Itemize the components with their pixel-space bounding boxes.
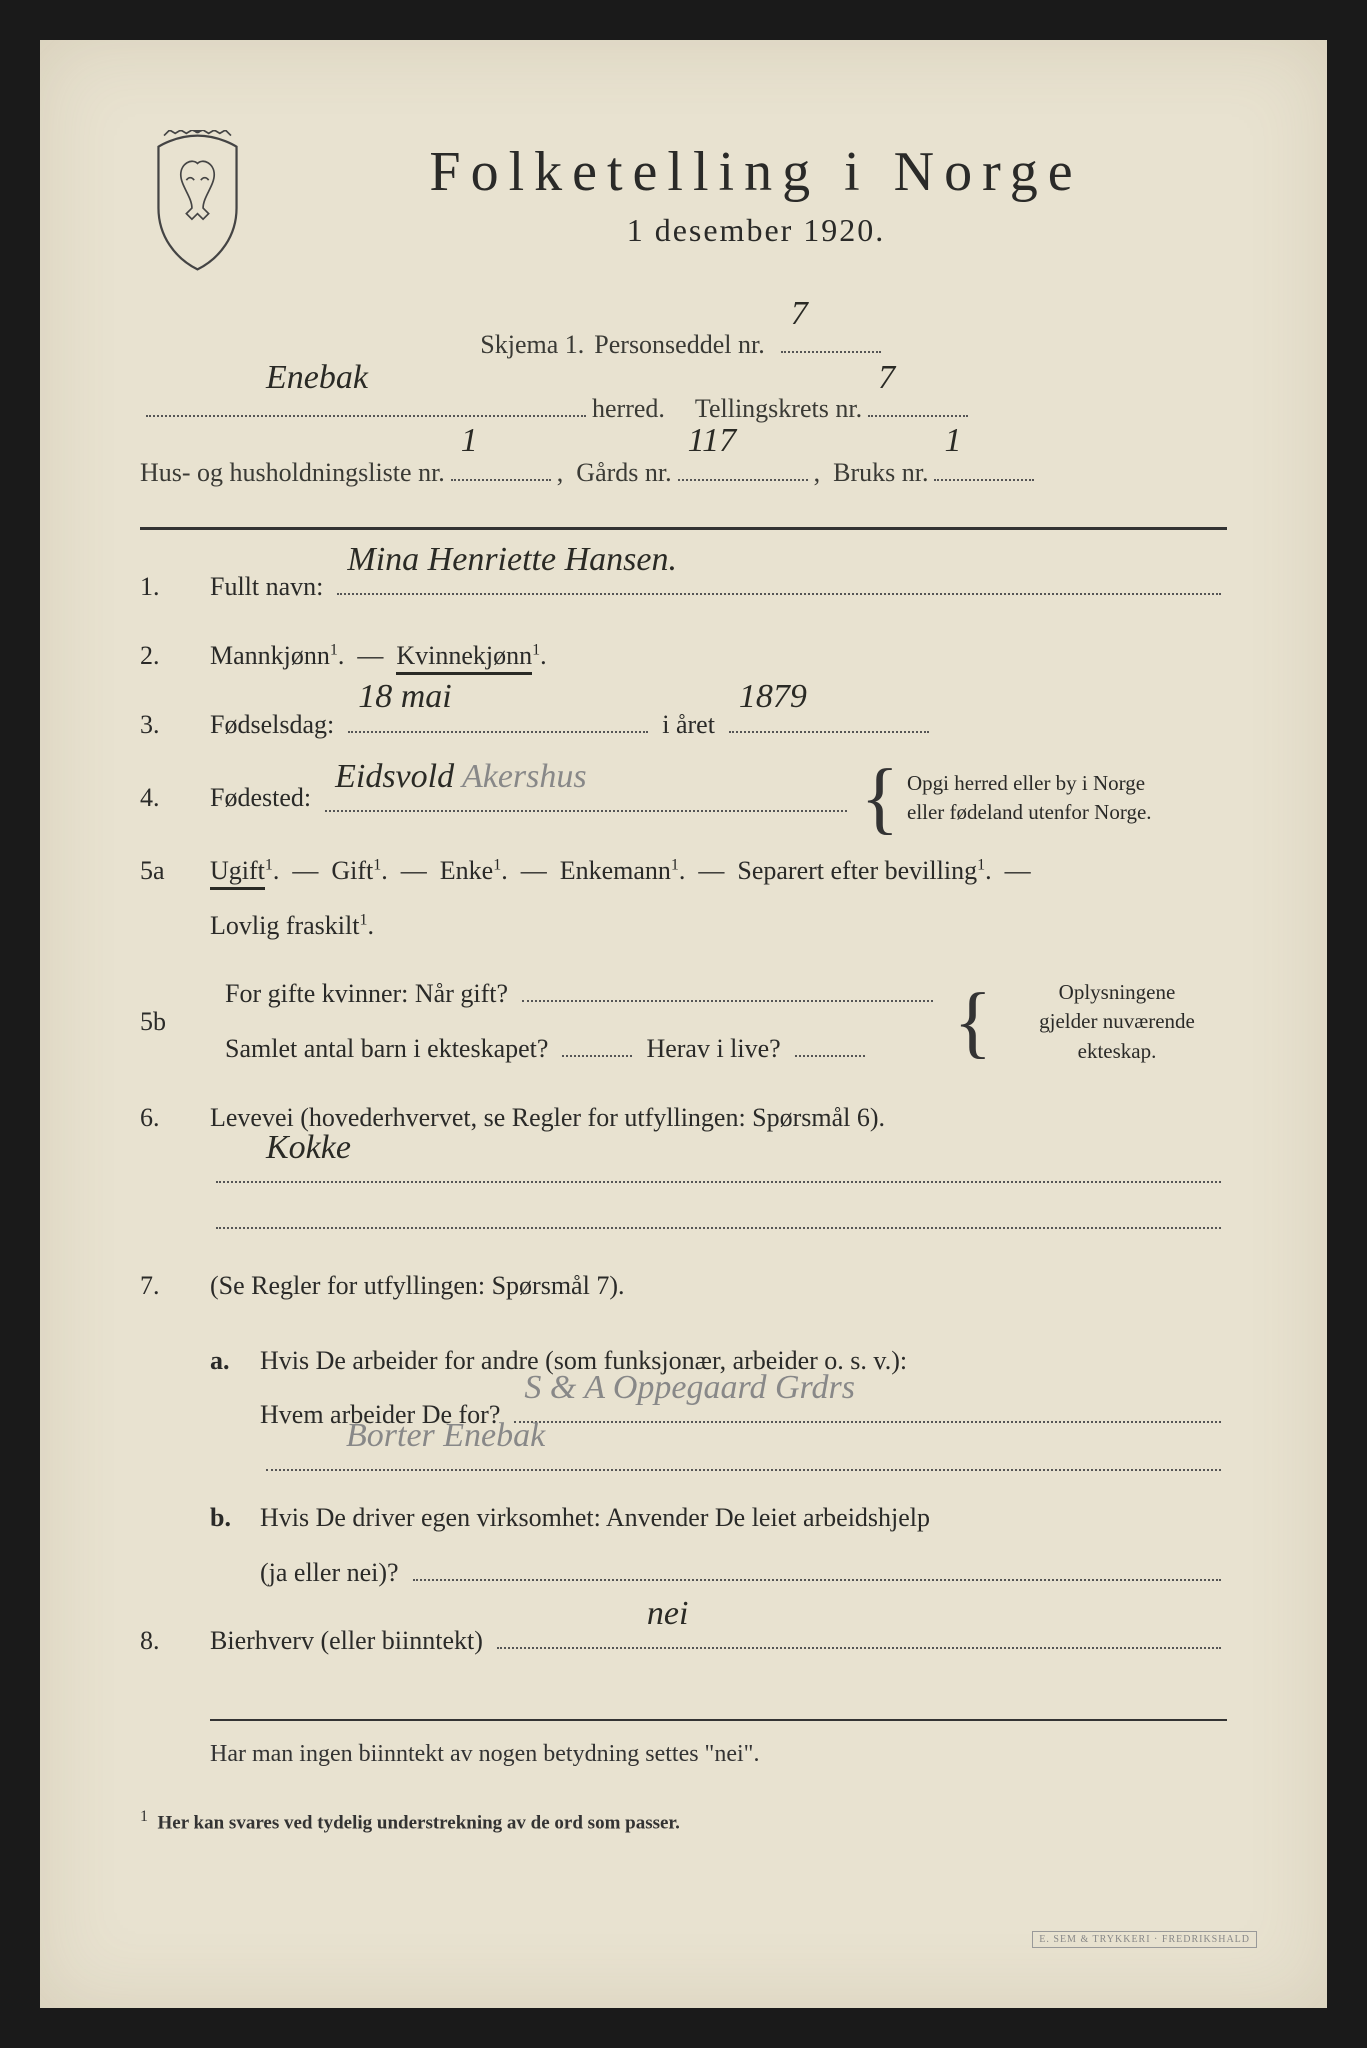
q7a-field1: S & A Oppegaard Grdrs [514,1395,1221,1423]
q8-value: nei [647,1578,689,1649]
q5b-num: 5b [140,995,210,1050]
personseddel-label: Personseddel nr. [594,315,764,375]
q7b-field [413,1553,1221,1581]
q3-day-field: 18 mai [348,731,648,733]
gards-nr: 117 [688,402,736,480]
title-block: Folketelling i Norge 1 desember 1920. [285,130,1227,249]
q5a-enkemann: Enkemann [560,856,671,885]
q7a-value1: S & A Oppegaard Grdrs [524,1352,855,1423]
herred-label: herred. [592,379,665,439]
coat-of-arms-icon [140,130,255,275]
q7b-text1: Hvis De driver egen virksomhet: Anvender… [260,1491,1227,1546]
hushold-nr-field: 1 [451,479,551,481]
q5a-num: 5a [140,844,210,899]
herred-field: Enebak [146,389,586,417]
q2-mann: Mannkjønn [210,641,330,670]
header: Folketelling i Norge 1 desember 1920. [140,130,1227,275]
q4-value: Eidsvold Akershus [335,741,587,812]
q4: 4. Fødested: Eidsvold Akershus { Opgi he… [140,766,1227,830]
divider [210,1719,1227,1721]
q6-field2 [216,1201,1221,1229]
q2: 2. Mannkjønn1. — Kvinnekjønn1. [140,629,1227,684]
q3: 3. Fødselsdag: 18 mai i året 1879 [140,698,1227,753]
divider [140,527,1227,530]
q7a-value2: Borter Enebak [346,1400,545,1471]
herred-value: Enebak [266,339,368,417]
q8-num: 8. [140,1614,210,1669]
q7-label: (Se Regler for utfyllingen: Spørsmål 7). [210,1271,624,1300]
q5b-label1: For gifte kvinner: Når gift? [225,967,508,1022]
q5b: 5b For gifte kvinner: Når gift? Samlet a… [140,967,1227,1076]
bruks-label: Bruks nr. [833,443,928,503]
q4-field: Eidsvold Akershus [325,784,846,812]
gards-label: Gårds nr. [576,443,671,503]
q5a-separert: Separert efter bevilling [737,856,977,885]
brace-icon: { [861,766,899,830]
subtitle: 1 desember 1920. [285,212,1227,249]
q4-num: 4. [140,771,210,826]
q1-value: Mina Henriette Hansen. [347,524,677,595]
q5b-label2: Samlet antal barn i ekteskapet? [225,1022,548,1077]
q6-num: 6. [140,1091,210,1146]
main-title: Folketelling i Norge [285,140,1227,204]
q3-year-field: 1879 [729,731,929,733]
q8-label: Bierhverv (eller biinntekt) [210,1614,483,1669]
skjema-label: Skjema 1. [480,315,584,375]
q5b-field1 [522,974,933,1002]
q7: 7. (Se Regler for utfyllingen: Spørsmål … [140,1259,1227,1600]
q5a: 5a Ugift1. — Gift1. — Enke1. — Enkemann1… [140,844,1227,953]
q1-label: Fullt navn: [210,560,323,615]
q4-note: Opgi herred eller by i Norge eller fødel… [907,769,1227,828]
q7b-label: b. [210,1491,260,1600]
brace-icon: { [954,990,992,1054]
q5a-enke: Enke [440,856,493,885]
printer-stamp: E. SEM & TRYKKERI · FREDRIKSHALD [1032,1931,1257,1948]
q1: 1. Fullt navn: Mina Henriette Hansen. [140,560,1227,615]
q1-field: Mina Henriette Hansen. [337,567,1221,595]
personseddel-nr-field: 7 [781,351,881,353]
tellingskrets-nr: 7 [878,339,895,417]
q1-num: 1. [140,560,210,615]
form-meta: Skjema 1. Personseddel nr. 7 Enebak herr… [140,315,1227,502]
q3-year: 1879 [739,661,807,732]
q2-num: 2. [140,629,210,684]
hushold-label: Hus- og husholdningsliste nr. [140,443,445,503]
q7a-field2: Borter Enebak [266,1443,1221,1471]
q3-day: 18 mai [358,661,452,732]
q5a-ugift: Ugift [210,856,265,890]
q5a-fraskilt: Lovlig fraskilt [210,911,359,940]
hushold-nr: 1 [461,402,478,480]
bruks-nr-field: 1 [934,479,1034,481]
q7-num: 7. [140,1259,210,1314]
q7b-text2: (ja eller nei)? [260,1546,399,1601]
bruks-nr: 1 [944,402,961,480]
census-form-page: Folketelling i Norge 1 desember 1920. Sk… [40,40,1327,2008]
q3-num: 3. [140,698,210,753]
q3-label: Fødselsdag: [210,698,334,753]
q7a-label: a. [210,1334,260,1471]
q4-label: Fødested: [210,771,311,826]
footnote-marker: 1 [140,1808,148,1825]
q6: 6. Levevei (hovederhvervet, se Regler fo… [140,1091,1227,1230]
q5b-label3: Herav i live? [646,1022,780,1077]
personseddel-nr: 7 [791,275,808,353]
q5b-field2 [562,1055,632,1057]
questions: 1. Fullt navn: Mina Henriette Hansen. 2.… [140,560,1227,1668]
q8: 8. Bierhverv (eller biinntekt) nei [140,1614,1227,1669]
q6-field: Kokke [216,1155,1221,1183]
footnote-text: Her kan svares ved tydelig understreknin… [158,1812,680,1833]
q6-value: Kokke [266,1112,351,1183]
q5b-note: Oplysningene gjelder nuværende ekteskap. [1007,978,1227,1066]
footnote: 1 Her kan svares ved tydelig understrekn… [140,1808,1227,1834]
q8-field: nei [497,1621,1221,1649]
q5a-gift: Gift [331,856,373,885]
q5b-field3 [795,1055,865,1057]
gards-nr-field: 117 [678,479,808,481]
footer-note1: Har man ingen biinntekt av nogen betydni… [140,1741,1227,1768]
q3-year-label: i året [662,698,715,753]
